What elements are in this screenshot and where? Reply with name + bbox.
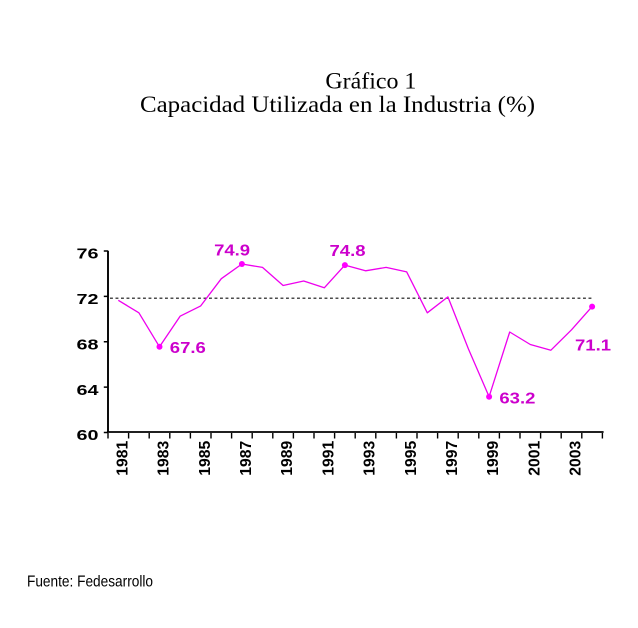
svg-text:1995: 1995 <box>403 441 420 476</box>
svg-text:74.9: 74.9 <box>214 243 250 260</box>
svg-text:67.6: 67.6 <box>170 340 206 357</box>
svg-text:76: 76 <box>77 245 99 262</box>
svg-text:1991: 1991 <box>320 441 337 476</box>
svg-text:2001: 2001 <box>526 441 543 476</box>
svg-text:63.2: 63.2 <box>499 390 535 407</box>
svg-text:1981: 1981 <box>114 441 131 476</box>
svg-text:1989: 1989 <box>279 441 296 476</box>
svg-text:1993: 1993 <box>362 441 379 476</box>
svg-text:71.1: 71.1 <box>575 338 611 355</box>
svg-text:68: 68 <box>77 336 99 353</box>
svg-text:Gráfico 1: Gráfico 1 <box>325 69 416 95</box>
svg-text:1999: 1999 <box>485 441 502 476</box>
svg-text:Capacidad Utilizada en la Indu: Capacidad Utilizada en la Industria (%) <box>140 92 535 118</box>
svg-text:72: 72 <box>77 291 99 308</box>
svg-text:74.8: 74.8 <box>330 243 366 260</box>
svg-text:1985: 1985 <box>197 441 214 476</box>
svg-text:1983: 1983 <box>156 441 173 476</box>
svg-text:64: 64 <box>77 382 100 399</box>
svg-text:60: 60 <box>77 427 99 444</box>
svg-text:2003: 2003 <box>568 441 585 476</box>
svg-text:Fuente: Fedesarrollo: Fuente: Fedesarrollo <box>27 573 153 590</box>
svg-text:1987: 1987 <box>238 441 255 476</box>
svg-text:1997: 1997 <box>444 441 461 476</box>
